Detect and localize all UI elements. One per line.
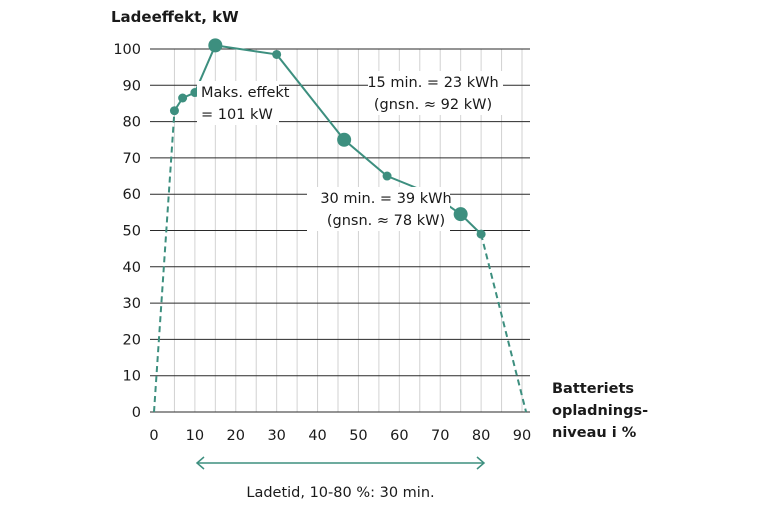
y-tick-label-30: 30 [123, 296, 141, 312]
x-tick-label-0: 0 [149, 428, 158, 444]
y-tick-label-90: 90 [123, 78, 141, 94]
annotation-2-line-2: (gnsn. ≈ 78 kW) [327, 213, 445, 229]
range-arrow-left-head [195, 456, 205, 470]
x-tick-label-30: 30 [267, 428, 285, 444]
y-tick-label-60: 60 [123, 187, 141, 203]
y-tick-label-80: 80 [123, 115, 141, 131]
data-point-9 [476, 229, 486, 239]
data-point-6 [382, 171, 392, 181]
data-point-4 [272, 49, 282, 59]
data-point-5 [337, 132, 352, 147]
x-tick-label-20: 20 [227, 428, 245, 444]
annotation-1: 15 min. = 23 kWh (gnsn. ≈ 92 kW) [367, 75, 498, 113]
x-tick-label-60: 60 [390, 428, 408, 444]
range-arrow: Ladetid, 10-80 %: 30 min. [195, 456, 486, 501]
annotations: Maks. effekt = 101 kW 15 min. = 23 kWh (gns… [197, 71, 503, 231]
annotation-bg-0 [197, 81, 279, 125]
y-axis-title: Ladeeffekt, kW [111, 8, 239, 26]
series-dashed-start [153, 110, 176, 413]
x-tick-label-70: 70 [431, 428, 449, 444]
x-axis-title-line-2: opladnings- [552, 403, 648, 419]
data-point-3 [208, 38, 223, 53]
series-dashed-end [480, 233, 528, 413]
annotation-0: Maks. effekt = 101 kW [201, 85, 290, 123]
annotation-0-line-1: Maks. effekt [201, 85, 290, 101]
y-tick-label-100: 100 [113, 42, 141, 58]
annotation-1-line-1: 15 min. = 23 kWh [367, 75, 498, 91]
x-tick-label-80: 80 [472, 428, 490, 444]
annotation-bg-2 [307, 187, 450, 231]
annotation-0-line-2: = 101 kW [201, 107, 273, 123]
data-point-1 [178, 93, 188, 103]
x-axis-title-line-3: niveau i % [552, 425, 637, 441]
data-point-0 [169, 106, 179, 116]
range-arrow-right-head [476, 456, 486, 470]
x-axis-title-line-1: Batteriets [552, 381, 634, 397]
y-tick-label-40: 40 [123, 260, 141, 276]
x-tick-label-90: 90 [513, 428, 531, 444]
y-tick-label-10: 10 [123, 369, 141, 385]
y-tick-label-0: 0 [132, 405, 141, 421]
annotation-bg-1 [368, 71, 503, 115]
data-point-8 [453, 207, 468, 222]
x-tick-label-40: 40 [308, 428, 326, 444]
y-tick-label-70: 70 [123, 151, 141, 167]
annotation-1-line-2: (gnsn. ≈ 92 kW) [374, 97, 492, 113]
annotation-2: 30 min. = 39 kWh (gnsn. ≈ 78 kW) [320, 191, 451, 229]
annotation-2-line-1: 30 min. = 39 kWh [320, 191, 451, 207]
y-tick-label-50: 50 [123, 224, 141, 240]
x-axis-title: Batteriets opladnings- niveau i % [552, 381, 653, 441]
x-tick-label-10: 10 [186, 428, 204, 444]
y-tick-label-20: 20 [123, 332, 141, 348]
x-tick-label-50: 50 [349, 428, 367, 444]
range-arrow-label: Ladetid, 10-80 %: 30 min. [246, 485, 434, 501]
tick-labels: 0 10 20 30 40 50 60 70 80 90 100 0 10 20 30 40 50 60 70 80 9… [113, 42, 531, 444]
